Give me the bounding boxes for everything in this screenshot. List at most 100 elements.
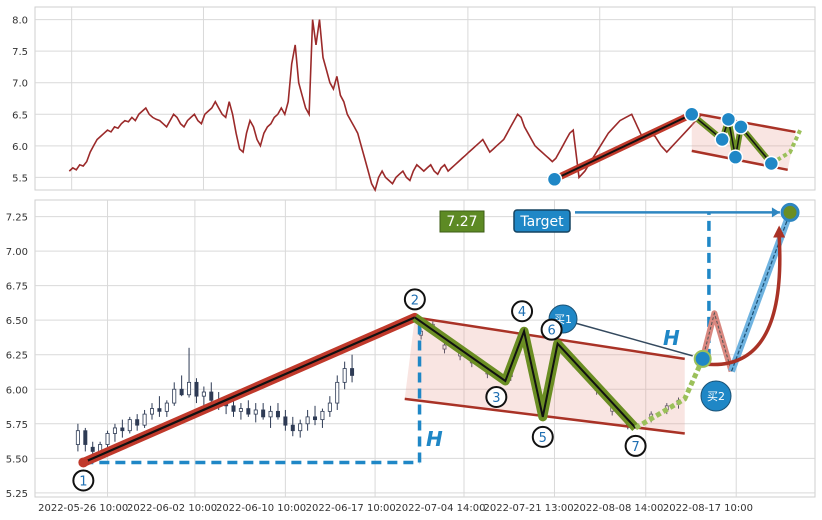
- overview-ytick-label: 7.5: [12, 47, 28, 58]
- overview-trend-line: [554, 113, 693, 181]
- detail-xtick-label: 2022-06-02 10:00: [127, 503, 217, 514]
- detail-ytick-label: 6.00: [6, 385, 28, 396]
- target-box: [513, 209, 571, 233]
- pattern-point-marker: [72, 469, 95, 492]
- pattern-point-label: 2: [411, 293, 419, 308]
- candle-body: [283, 416, 288, 426]
- detail-ytick-label: 5.25: [6, 489, 28, 500]
- overview-pattern-dot: [546, 171, 563, 188]
- detail-ytick-label: 5.50: [6, 454, 28, 465]
- candle-body: [320, 410, 325, 421]
- candle-body: [209, 391, 214, 401]
- overview-ytick-label: 6.0: [12, 142, 28, 153]
- detail-xtick-label: 2022-06-17 10:00: [306, 503, 396, 514]
- pattern-point-label: 3: [492, 391, 500, 406]
- buy1-pointer-line: [574, 322, 693, 357]
- pattern-point-label: 7: [631, 440, 639, 455]
- overview-ytick-label: 7.0: [12, 79, 28, 90]
- candle-body: [275, 410, 280, 418]
- candle-body: [127, 419, 132, 432]
- overview-pattern-dot: [720, 111, 737, 128]
- candle-body: [105, 433, 110, 445]
- candle-body: [342, 368, 347, 383]
- pattern-point-marker: [485, 385, 508, 408]
- pattern-point-marker: [403, 288, 426, 311]
- detail-ytick-label: 7.00: [6, 247, 28, 258]
- candle-body: [112, 427, 117, 434]
- candle-body: [83, 430, 88, 445]
- candle-body: [75, 430, 80, 445]
- point-1-dot: [78, 457, 89, 468]
- candle-body: [305, 416, 310, 425]
- detail-ytick-label: 6.25: [6, 351, 28, 362]
- target-pointer-arrowhead: [771, 207, 780, 218]
- target-dot: [780, 202, 800, 222]
- pattern-point-label: 5: [539, 431, 547, 446]
- candle-body: [120, 427, 125, 432]
- candle-body: [157, 408, 162, 412]
- overview-ytick-label: 6.5: [12, 110, 28, 121]
- detail-trend-line: [82, 316, 416, 464]
- candle-body: [313, 416, 318, 421]
- detail-panel-frame: [34, 199, 816, 498]
- candle-body: [290, 424, 295, 432]
- buy2-bubble: [700, 380, 732, 412]
- pattern-point-label: 4: [518, 305, 526, 320]
- candle-body: [164, 402, 169, 412]
- target-label: Target: [519, 214, 564, 230]
- detail-xtick-label: 2022-05-26 10:00: [38, 503, 128, 514]
- pattern-point-marker: [624, 434, 647, 457]
- detail-xtick-label: 2022-08-08 14:00: [573, 503, 663, 514]
- overview-pattern-dot: [684, 106, 700, 123]
- detail-xtick-label: 2022-06-10 10:00: [216, 503, 306, 514]
- pattern-point-marker: [511, 300, 534, 323]
- overview-pattern-dot: [733, 119, 749, 135]
- pattern-point-label: 1: [79, 474, 87, 489]
- pattern-point-label: 6: [547, 324, 555, 339]
- h-label-left: H: [426, 427, 443, 451]
- candle-body: [238, 408, 243, 412]
- candle-body: [194, 381, 199, 397]
- overview-pattern-dot: [714, 131, 730, 148]
- candle-body: [135, 419, 140, 426]
- candle-body: [253, 409, 258, 415]
- candle-body: [172, 388, 177, 404]
- candle-body: [350, 368, 355, 376]
- detail-xtick-label: 2022-07-04 14:00: [395, 503, 485, 514]
- candle-body: [246, 408, 251, 415]
- candle-body: [187, 381, 192, 396]
- candle-body: [335, 381, 340, 404]
- candle-body: [442, 344, 447, 350]
- pattern-point-marker: [531, 425, 554, 448]
- candle-body: [327, 402, 332, 412]
- h-label-right: H: [663, 326, 680, 350]
- detail-xtick-label: 2022-08-17 10:00: [663, 503, 753, 514]
- overview-panel-frame: [34, 6, 816, 191]
- candle-body: [149, 408, 154, 415]
- candle-body: [179, 388, 184, 396]
- detail-ytick-label: 5.75: [6, 420, 28, 431]
- candle-body: [90, 446, 95, 452]
- buy1-point-dot: [693, 349, 712, 368]
- overview-pattern-dot: [727, 149, 744, 165]
- detail-ytick-label: 6.75: [6, 282, 28, 293]
- buy2-label: 买2: [707, 390, 725, 403]
- candle-body: [261, 409, 266, 418]
- detail-xtick-label: 2022-07-21 13:00: [484, 503, 574, 514]
- target-value-label: 7.27: [446, 214, 477, 230]
- candle-body: [231, 405, 236, 412]
- overview-pattern-dot: [763, 155, 780, 172]
- overview-ytick-label: 5.5: [12, 173, 28, 184]
- pattern-point-marker: [540, 318, 563, 341]
- target-value-box: [439, 210, 485, 233]
- detail-pattern-line: [414, 316, 637, 429]
- candle-body: [298, 423, 303, 432]
- candle-body: [201, 391, 206, 397]
- curved-target-arrow: [702, 235, 782, 367]
- curved-target-arrowhead: [773, 225, 786, 238]
- detail-breakout-line: [634, 357, 705, 431]
- overview-ytick-label: 8.0: [12, 16, 28, 27]
- candle-body: [268, 410, 273, 418]
